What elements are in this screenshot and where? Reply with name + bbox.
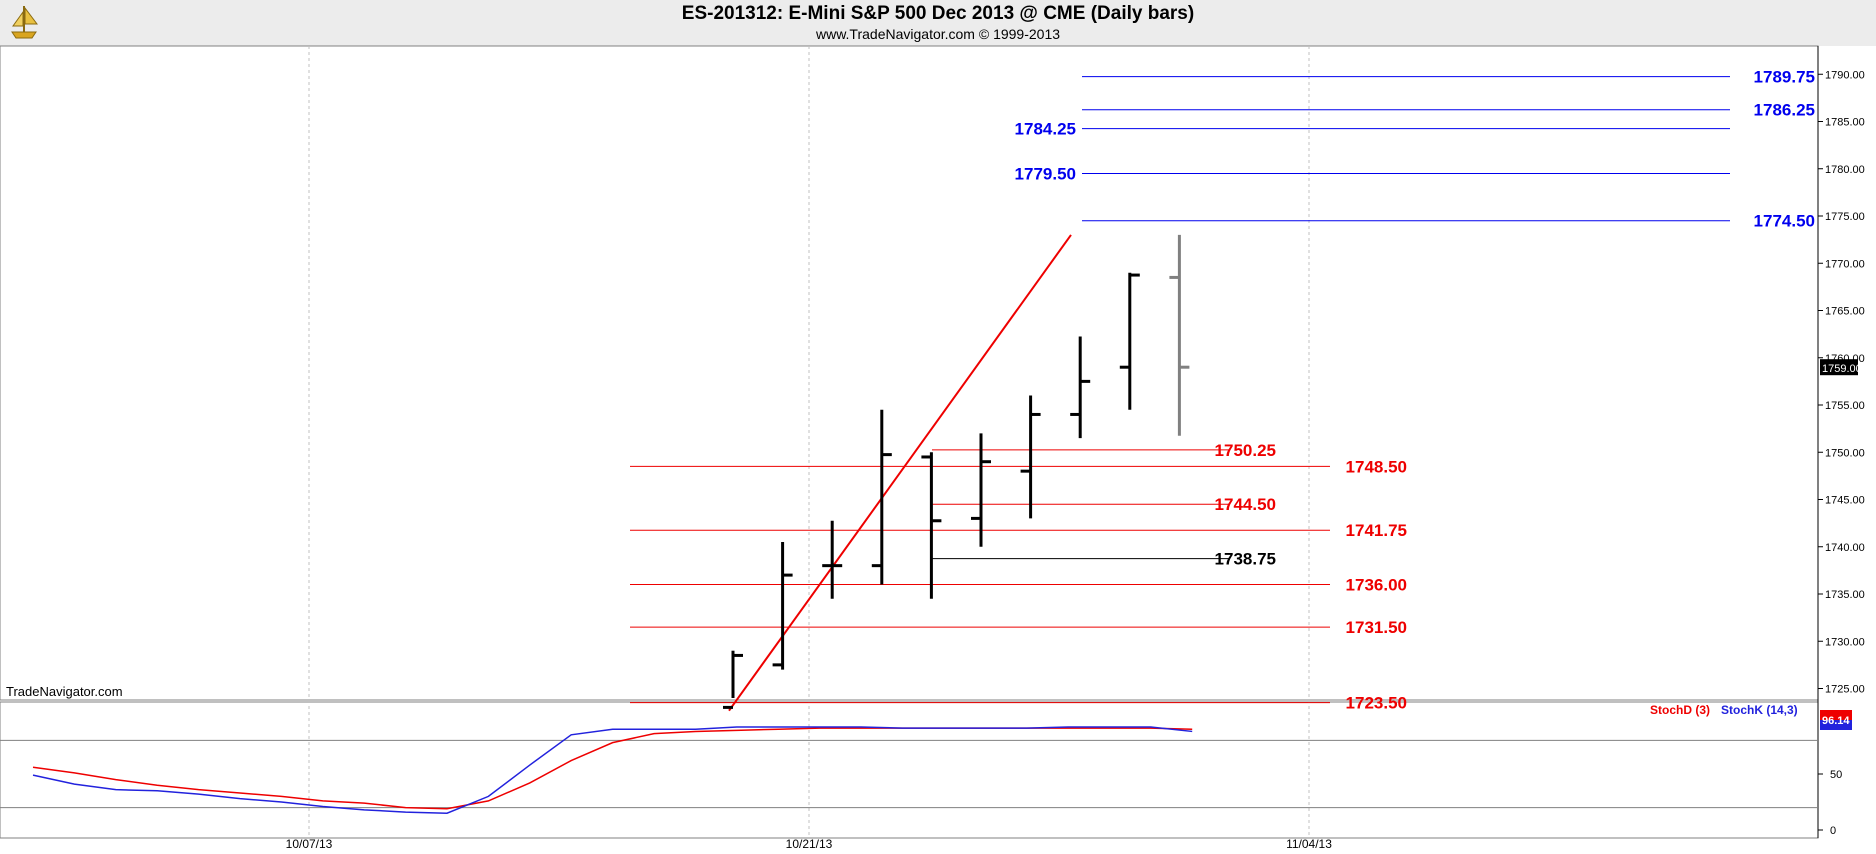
stoch-legend-k: StochK (14,3) — [1721, 703, 1798, 717]
y-tick-label: 1775.00 — [1825, 211, 1865, 223]
chart-subtitle: www.TradeNavigator.com © 1999-2013 — [815, 26, 1061, 42]
price-level-label: 1750.25 — [1215, 441, 1276, 460]
price-level-label: 1741.75 — [1346, 521, 1407, 540]
stoch-legend-d: StochD (3) — [1650, 703, 1710, 717]
stoch-value-tag-bottom — [1820, 720, 1852, 730]
y-tick-label: 1770.00 — [1825, 258, 1865, 270]
title-bar — [0, 0, 1876, 46]
x-tick-label: 10/07/13 — [286, 837, 333, 851]
last-price-label: 1759.00 — [1822, 363, 1862, 375]
price-level-label: 1748.50 — [1346, 457, 1407, 476]
stoch-y-tick-label: 0 — [1830, 825, 1836, 837]
y-tick-label: 1785.00 — [1825, 117, 1865, 129]
price-level-label: 1774.50 — [1754, 212, 1815, 231]
y-tick-label: 1755.00 — [1825, 400, 1865, 412]
watermark-text: TradeNavigator.com — [6, 684, 123, 699]
price-level-label: 1786.25 — [1754, 101, 1815, 120]
stoch-value-tag-top — [1820, 710, 1852, 720]
stoch-y-tick-label: 50 — [1830, 769, 1842, 781]
y-tick-label: 1745.00 — [1825, 495, 1865, 507]
price-level-label: 1789.75 — [1754, 68, 1815, 87]
price-level-label: 1784.25 — [1015, 120, 1076, 139]
chart-title: ES-201312: E-Mini S&P 500 Dec 2013 @ CME… — [681, 3, 1195, 24]
y-tick-label: 1730.00 — [1825, 636, 1865, 648]
y-tick-label: 1725.00 — [1825, 684, 1865, 696]
price-level-label: 1779.50 — [1015, 164, 1076, 183]
y-tick-label: 1790.00 — [1825, 69, 1865, 81]
stoch-series-line — [32, 726, 1193, 814]
stoch-pane-border — [0, 701, 1819, 839]
price-level-label: 1731.50 — [1346, 618, 1407, 637]
last-price-tag — [1820, 359, 1858, 376]
price-pane-border — [0, 45, 1819, 701]
x-tick-label: 11/04/13 — [1286, 837, 1332, 851]
y-tick-label: 1740.00 — [1825, 542, 1865, 554]
y-tick-label: 1735.00 — [1825, 589, 1865, 601]
trade-navigator-logo-icon[interactable] — [4, 2, 44, 42]
price-level-label: 1738.75 — [1215, 550, 1276, 569]
price-level-label: 1723.50 — [1346, 694, 1407, 713]
price-level-label: 1744.50 — [1215, 495, 1276, 514]
y-tick-label: 1780.00 — [1825, 164, 1865, 176]
y-tick-label: 1750.00 — [1825, 447, 1865, 459]
stoch-value-label: 96.14 — [1822, 715, 1850, 727]
y-tick-label: 1765.00 — [1825, 306, 1865, 318]
x-tick-label: 10/21/13 — [786, 837, 833, 851]
price-level-label: 1736.00 — [1346, 576, 1407, 595]
trendline — [728, 234, 1072, 712]
